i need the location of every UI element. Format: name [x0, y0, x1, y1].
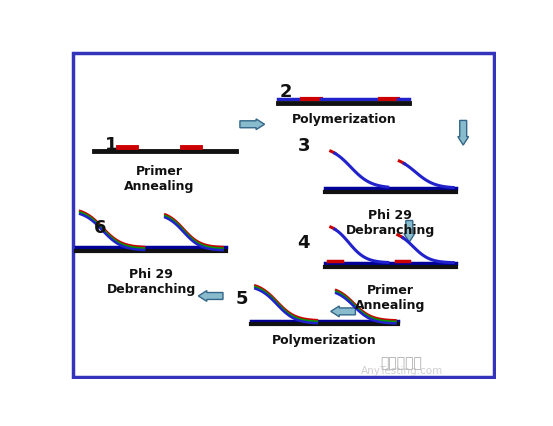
Text: Phi 29
Debranching: Phi 29 Debranching [107, 268, 196, 296]
Text: Primer
Annealing: Primer Annealing [355, 284, 425, 312]
Text: 1: 1 [105, 136, 118, 154]
FancyArrow shape [331, 306, 356, 317]
FancyArrow shape [404, 221, 415, 242]
FancyArrow shape [458, 121, 468, 145]
Text: Phi 29
Debranching: Phi 29 Debranching [346, 209, 435, 237]
Text: 2: 2 [280, 83, 293, 101]
Text: Primer
Annealing: Primer Annealing [124, 165, 194, 193]
Text: 3: 3 [298, 137, 310, 155]
FancyBboxPatch shape [73, 53, 494, 377]
Text: 5: 5 [236, 290, 248, 308]
FancyArrow shape [240, 119, 264, 130]
Text: Polymerization: Polymerization [291, 113, 397, 126]
Text: 4: 4 [298, 234, 310, 252]
Text: 6: 6 [93, 219, 106, 237]
Text: AnyTesting.com: AnyTesting.com [361, 366, 443, 377]
FancyArrow shape [199, 291, 223, 301]
Text: Polymerization: Polymerization [272, 334, 377, 348]
Text: 嘉峨检测网: 嘉峨检测网 [380, 356, 422, 370]
